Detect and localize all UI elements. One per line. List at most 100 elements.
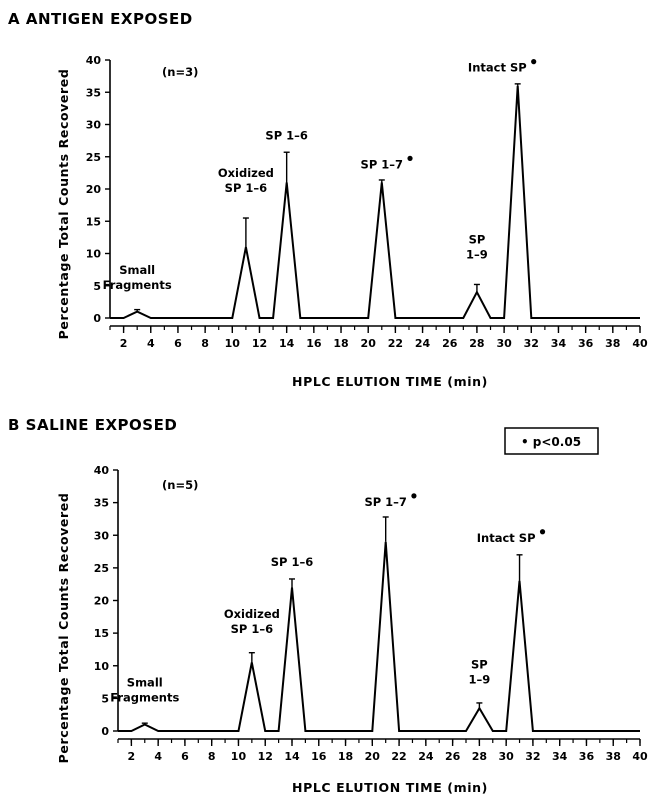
panel-b-x-tick-label: 10 <box>231 750 247 763</box>
panel-a-significance-marker <box>531 59 537 65</box>
panel-b-y-tick-label: 10 <box>94 660 110 673</box>
panel-b-x-tick-label: 8 <box>208 750 216 763</box>
panel-a-antigen-exposed: A ANTIGEN EXPOSED (n=3) Percentage Total… <box>8 10 648 389</box>
panel-b-significance-marker <box>539 529 546 535</box>
panel-b-sample-size: (n=5) <box>162 478 198 492</box>
panel-a-peak-label: SP 1–7 <box>361 157 403 171</box>
panel-a-peak-label: Small <box>119 263 155 277</box>
panel-a-significance-marker <box>407 155 413 161</box>
panel-b-peak-label: SP 1–6 <box>231 622 273 636</box>
panel-b-peak-label: Intact SP <box>477 531 536 545</box>
panel-b-peak-label: SP <box>471 657 488 671</box>
panel-b-x-tick-label: 22 <box>391 750 406 763</box>
panel-a-x-tick-label: 28 <box>469 337 484 350</box>
panel-a-x-tick-label: 40 <box>632 337 648 350</box>
panel-b-y-tick-label: 25 <box>94 562 109 575</box>
panel-a-y-tick-label: 40 <box>86 54 102 67</box>
panel-a-x-tick-label: 18 <box>333 337 348 350</box>
panel-b-y-axis-title: Percentage Total Counts Recovered <box>56 493 71 764</box>
panel-a-title: A ANTIGEN EXPOSED <box>8 10 193 28</box>
panel-a-y-axis-title: Percentage Total Counts Recovered <box>56 69 71 340</box>
panel-a-series-line <box>110 85 640 319</box>
panel-a-series <box>110 83 640 319</box>
panel-a-peak-label: 1–9 <box>466 248 488 262</box>
panel-a-y-tick-label: 5 <box>93 280 101 293</box>
panel-b-x-tick-label: 30 <box>498 750 514 763</box>
panel-a-x-tick-label: 22 <box>388 337 403 350</box>
panel-a-x-tick-label: 26 <box>442 337 458 350</box>
panel-a-y-tick-label: 25 <box>86 151 101 164</box>
panel-b-series <box>118 516 640 732</box>
panel-b-x-tick-label: 6 <box>181 750 189 763</box>
panel-a-peak-label: SP <box>469 233 486 247</box>
panel-a-y-tick-label: 20 <box>86 183 102 196</box>
panel-b-x-tick-label: 12 <box>258 750 273 763</box>
panel-a-x-tick-label: 12 <box>252 337 267 350</box>
panel-b-peak-label: Oxidized <box>224 607 280 621</box>
panel-b-x-tick-label: 4 <box>154 750 162 763</box>
panel-a-x-tick-label: 14 <box>279 337 295 350</box>
panel-a-x-tick-label: 2 <box>120 337 128 350</box>
panel-b-peak-label: SP 1–6 <box>271 555 313 569</box>
panel-b-x-tick-label: 36 <box>579 750 595 763</box>
panel-a-sample-size: (n=3) <box>162 65 198 79</box>
panel-a-y-tick-label: 0 <box>93 312 101 325</box>
panel-a-x-tick-label: 6 <box>174 337 182 350</box>
panel-a-y-tick-label: 35 <box>86 86 101 99</box>
panel-a-x-tick-label: 16 <box>306 337 322 350</box>
panel-a-x-tick-label: 24 <box>415 337 431 350</box>
panel-b-x-axis-title: HPLC ELUTION TIME (min) <box>292 780 488 795</box>
panel-b-significance-marker <box>411 493 417 499</box>
panel-a-x-tick-label: 4 <box>147 337 155 350</box>
panel-a-peak-label: Fragments <box>103 278 172 292</box>
panel-a-x-tick-label: 20 <box>361 337 377 350</box>
panel-b-x-tick-label: 40 <box>632 750 648 763</box>
panel-a-x-tick-label: 36 <box>578 337 594 350</box>
panel-b-x-tick-label: 20 <box>365 750 381 763</box>
panel-b-title: B SALINE EXPOSED <box>8 416 177 434</box>
panel-b-x-tick-label: 18 <box>338 750 353 763</box>
panel-b-y-tick-label: 15 <box>94 627 109 640</box>
panel-b-x-tick-label: 26 <box>445 750 461 763</box>
panel-b-y-tick-label: 0 <box>101 725 109 738</box>
panel-b-y-tick-label: 5 <box>101 692 109 705</box>
panel-a-x-tick-label: 8 <box>201 337 209 350</box>
panel-a-peak-label: SP 1–6 <box>265 128 307 142</box>
significance-legend-box <box>504 427 599 455</box>
panel-b-x-tick-label: 32 <box>525 750 540 763</box>
panel-a-peak-label: SP 1–6 <box>225 181 267 195</box>
panel-b-y-tick-label: 20 <box>94 595 110 608</box>
panel-a-peak-label: Intact SP <box>468 61 527 75</box>
panel-b-x-tick-label: 38 <box>606 750 621 763</box>
panel-a-x-tick-label: 30 <box>496 337 512 350</box>
panel-b-x-tick-label: 16 <box>311 750 327 763</box>
panel-b-peak-label: Small <box>127 676 163 690</box>
significance-legend: • p<0.05 <box>504 427 599 455</box>
panel-b-series-line <box>118 541 640 732</box>
panel-a-x-tick-label: 34 <box>551 337 567 350</box>
panel-b-y-tick-label: 40 <box>94 464 110 477</box>
panel-a-x-axis-title: HPLC ELUTION TIME (min) <box>292 374 488 389</box>
panel-b-x-tick-label: 24 <box>418 750 434 763</box>
panel-a-y-tick-label: 15 <box>86 215 101 228</box>
panel-b-x-tick-label: 34 <box>552 750 568 763</box>
panel-a-x-tick-label: 32 <box>524 337 539 350</box>
panel-b-saline-exposed: B SALINE EXPOSED (n=5) Percentage Total … <box>8 416 648 795</box>
panel-a-y-tick-label: 10 <box>86 248 102 261</box>
significance-legend-text: • p<0.05 <box>521 435 581 449</box>
panel-b-x-tick-label: 14 <box>284 750 300 763</box>
panel-b-x-tick-label: 28 <box>472 750 487 763</box>
panel-a-y-tick-label: 30 <box>86 119 102 132</box>
panel-a-x-tick-label: 38 <box>605 337 620 350</box>
panel-a-peak-label: Oxidized <box>218 166 274 180</box>
panel-b-peak-label: SP 1–7 <box>364 495 406 509</box>
panel-b-x-tick-label: 2 <box>128 750 136 763</box>
panel-a-x-tick-label: 10 <box>225 337 241 350</box>
panel-b-y-tick-label: 35 <box>94 497 109 510</box>
panel-b-peak-label: Fragments <box>110 691 179 705</box>
